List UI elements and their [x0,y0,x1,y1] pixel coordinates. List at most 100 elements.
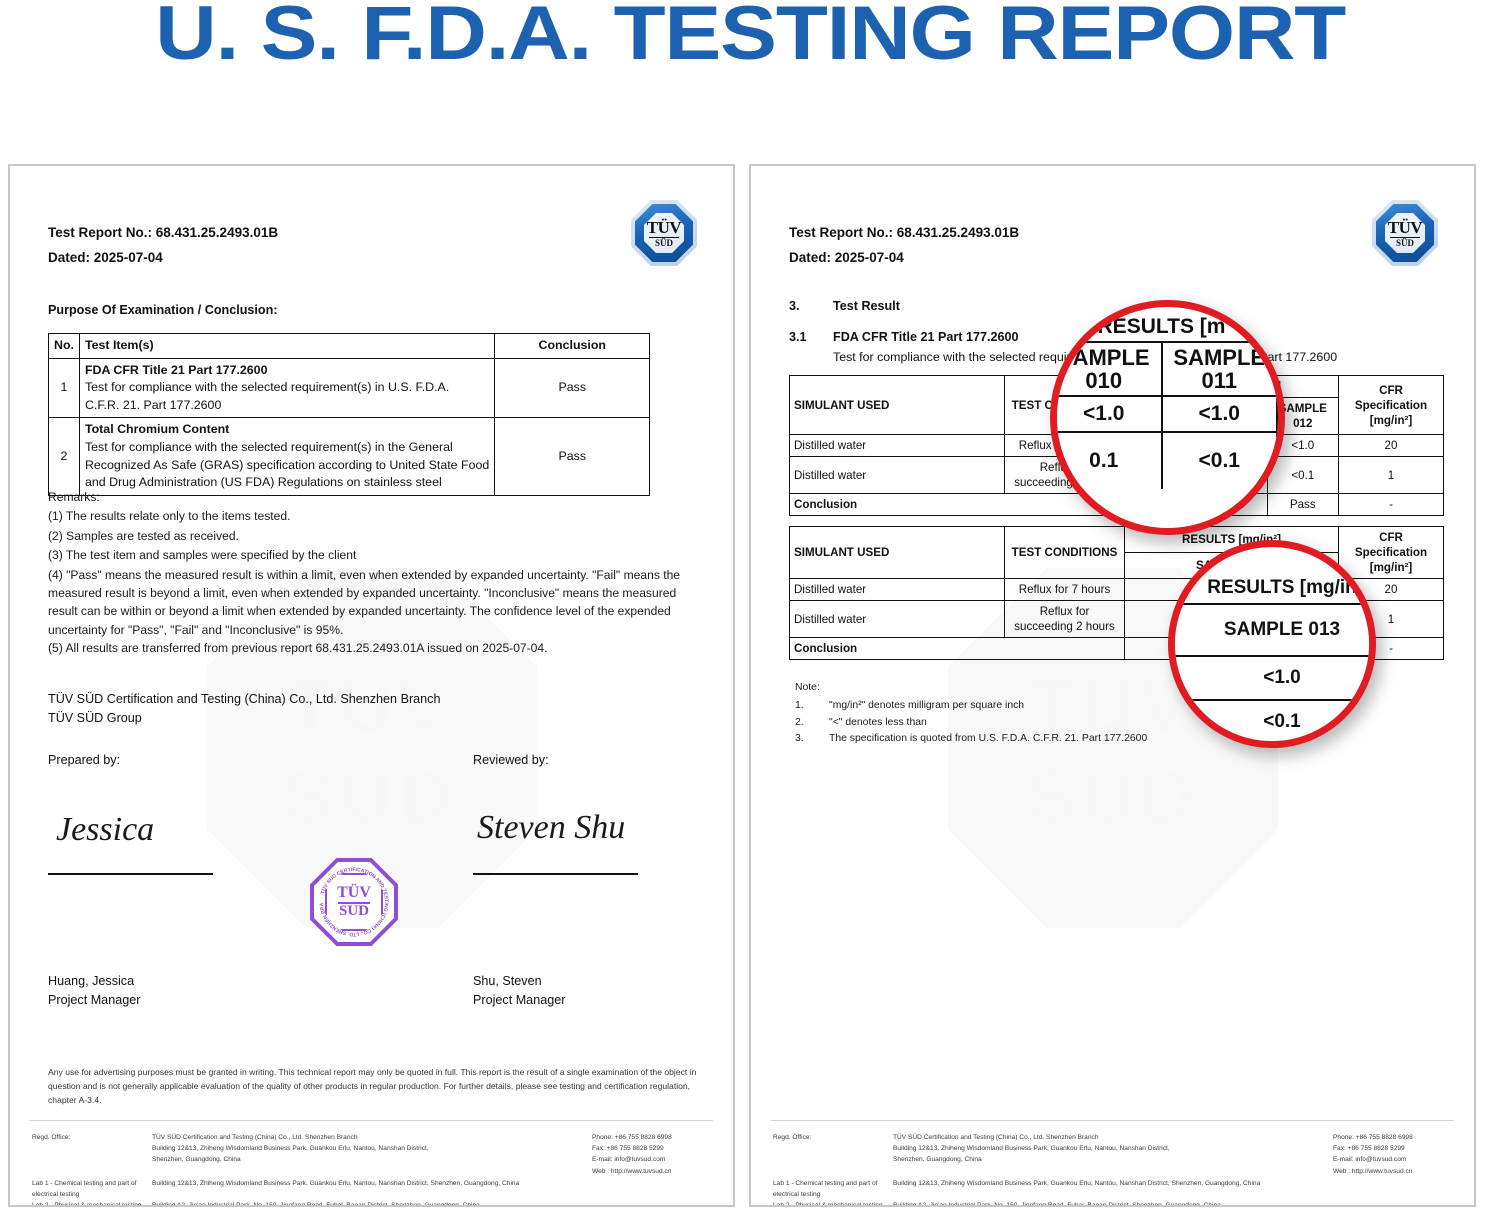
watermark-line2: SÜD [1025,754,1200,838]
conclusion-label: Conclusion [789,493,1125,517]
lab2-address: Building A2, Jin'ao Industrial Park, No.… [893,1202,1221,1207]
disclaimer-text: Any use for advertising purposes must be… [48,1067,697,1105]
th-conclusion: Conclusion [494,333,651,359]
reviewed-name-group: Shu, Steven Project Manager [473,972,565,1010]
row1-conclusion: Pass [494,357,651,419]
remark-2: (2) Samples are tested as received. [48,528,239,543]
mag1-sample-a-label: SAMPLE [1057,345,1150,370]
lab2-label: Lab 2 - Physical & mechanical testing [32,1202,142,1207]
reviewed-by-group: Reviewed by: Steven Shu [473,753,638,875]
email[interactable]: E-mail: info@tuvsud.com [592,1156,666,1164]
reviewed-signature-line [473,873,638,875]
r1-simulant: Distilled water [789,578,1005,602]
th-no: No. [48,333,80,359]
th-simulant: SIMULANT USED [789,374,1005,436]
phone: Phone: +86 755 8828 6998 [592,1134,672,1141]
mag2-row1: <1.0 [1175,655,1369,701]
reviewed-title: Project Manager [473,992,566,1007]
note-text: The specification is quoted from U.S. F.… [829,733,1148,745]
mag2-sample-header: SAMPLE 013 [1175,603,1369,657]
lab1-label: Lab 1 - Chemical testing and part of ele… [773,1180,878,1199]
row1-no: 1 [48,357,80,419]
lab2-label: Lab 2 - Physical & mechanical testing [773,1202,883,1207]
report-number: Test Report No.: 68.431.25.2493.01B [48,225,279,240]
lab1-address: Building 12&13, Zhiheng Wisdomland Busin… [152,1180,520,1187]
prepared-name: Huang, Jessica [48,974,135,988]
r2-simulant: Distilled water [789,600,1005,639]
row1-item-line2: C.F.R. 21. Part 177.2600 [84,397,222,412]
mag2-results-header: RESULTS [mg/in [1175,573,1369,605]
contact-block: Phone: +86 755 8828 6998 Fax: +86 755 88… [1333,1132,1474,1177]
section-3-1-title: FDA CFR Title 21 Part 177.2600 [833,330,1019,344]
banner: U. S. F.D.A. TESTING REPORT [0,0,1500,150]
row1-item-line1: Test for compliance with the selected re… [84,380,450,395]
remark-3: (3) The test item and samples were speci… [48,548,357,563]
prepared-signature: Jessica [56,811,155,848]
report-header-left: Test Report No.: 68.431.25.2493.01B Date… [48,221,278,271]
company-line-1: TÜV SÜD Certification and Testing (China… [48,692,441,706]
email[interactable]: E-mail: info@tuvsud.com [1333,1156,1407,1164]
note-item: 1. "mg/in²" denotes milligram per square… [795,698,1395,714]
stamp-top-text: TÜV [337,884,371,901]
footer-divider [771,1120,1454,1121]
th-cfr-spec: CFR Specification [mg/in²] [1338,374,1444,436]
page-footer-right: Regd. Office: TÜV SÜD Certification and … [773,1132,1463,1207]
r1-cfr: 20 [1338,434,1444,458]
table-header-row: No. Test Item(s) Conclusion [48,333,651,359]
signer-names: Huang, Jessica Project Manager Shu, Stev… [48,972,698,1010]
row2-item-line1: Test for compliance with the selected re… [84,440,453,455]
footer-divider [30,1120,713,1121]
company-block: TÜV SÜD Certification and Testing (China… [48,690,440,728]
mag1-sample-a-number: 010 [1085,368,1123,394]
logo-bottom-text: SÜD [1395,238,1414,248]
r1-conditions: Reflux for 7 hours [1004,578,1125,602]
logo-top-text: TÜV [1387,218,1423,237]
row2-no: 2 [48,417,80,496]
lab2-address: Building A2, Jin'ao Industrial Park, No.… [152,1202,480,1207]
r2-conditions: Reflux for succeeding 2 hours [1004,600,1125,639]
note-text: "<" denotes less than [829,716,927,728]
conclusion-012: Pass [1266,493,1340,517]
row2-item-line2: Recognized As Safe (GRAS) specification … [84,457,490,472]
prepared-signature-line [48,873,213,875]
prepared-by-group: Prepared by: Jessica [48,753,213,875]
mag1-results-header: RESULTS [m [1057,313,1277,343]
tuv-sud-logo-icon: TÜV SÜD [1372,200,1438,266]
lab1-label: Lab 1 - Chemical testing and part of ele… [32,1180,137,1199]
website[interactable]: Web : http://www.tuvsud.cn [1333,1167,1413,1175]
remark-4: (4) "Pass" means the measured result is … [48,567,681,637]
section-3-1-number: 3.1 [789,330,807,344]
row1-item-title: FDA CFR Title 21 Part 177.2600 [84,362,268,377]
magnifier-circle-1: RESULTS [m SAMPLE 010 SAMPLE 011 <1.0 <1… [1050,300,1285,535]
table-row: 1 FDA CFR Title 21 Part 177.2600 Test fo… [48,357,651,419]
prepared-title: Project Manager [48,992,141,1007]
fax: Fax: +86 755 8828 5299 [1333,1145,1405,1153]
logo-top-text: TÜV [646,218,682,237]
document-page-left[interactable]: TÜV SÜD Test Report No.: 68.431.25.2493.… [8,164,735,1207]
section-3-title: Test Result [833,299,900,313]
mag2-row2: <0.1 [1175,699,1369,741]
row2-conclusion: Pass [494,417,651,496]
tuv-sud-stamp-icon: TÜV SÜD CERTIFICATION AND TESTING (CHINA… [310,858,398,946]
contact-block: Phone: +86 755 8828 6998 Fax: +86 755 88… [592,1132,733,1177]
table-row: 2 Total Chromium Content Test for compli… [48,417,651,496]
regd-office-label: Regd. Office: [773,1134,812,1141]
th-test-item: Test Item(s) [78,333,496,359]
note-index: 2. [795,716,804,728]
row2-item-line3: and Drug Administration (US FDA) Regulat… [84,475,442,490]
remarks-block: Remarks: (1) The results relate only to … [48,488,706,658]
mag1-row1-a: <1.0 [1057,395,1163,434]
mag1-row2-b: <0.1 [1160,431,1278,490]
row2-item-title: Total Chromium Content [84,422,230,437]
regd-line-2: Building 12&13, Zhiheng Wisdomland Busin… [152,1145,429,1153]
website[interactable]: Web : http://www.tuvsud.cn [592,1167,672,1175]
conclusion-table: No. Test Item(s) Conclusion 1 FDA CFR Ti… [48,333,700,496]
lab1-address: Building 12&13, Zhiheng Wisdomland Busin… [893,1180,1261,1187]
regd-line-1: TÜV SÜD Certification and Testing (China… [152,1134,358,1141]
report-number: Test Report No.: 68.431.25.2493.01B [789,225,1020,240]
reviewed-by-label: Reviewed by: [473,753,549,767]
fax: Fax: +86 755 8828 5299 [592,1145,664,1153]
remarks-title: Remarks: [48,490,100,504]
r2-val-012: <0.1 [1266,456,1340,495]
